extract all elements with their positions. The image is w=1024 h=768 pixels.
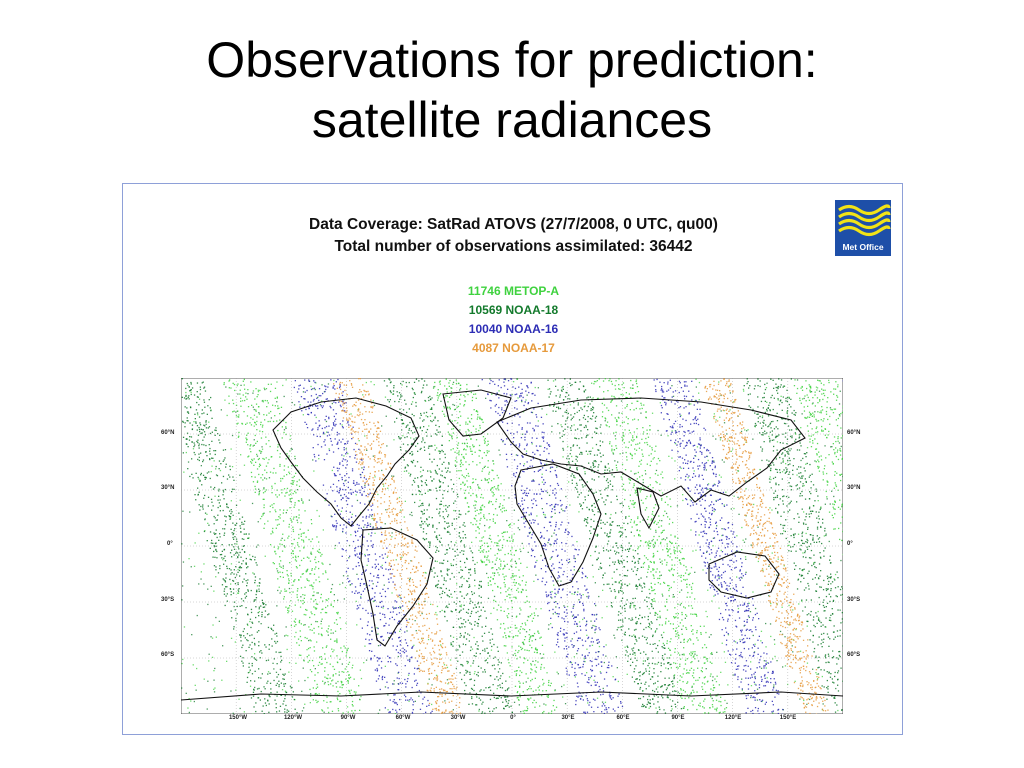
lat-label-left-0: 0° — [167, 541, 173, 547]
legend-metop-a: 11746 METOP-A — [467, 284, 560, 298]
lat-label-left-30n: 30°N — [161, 485, 175, 491]
lat-label-left-60n: 60°N — [161, 430, 175, 436]
met-office-waves-icon — [838, 204, 891, 237]
figure-title: Data Coverage: SatRad ATOVS (27/7/2008, … — [309, 216, 718, 233]
met-office-logo: Met Office — [835, 200, 891, 256]
coastlines — [181, 389, 843, 701]
lat-label-right-30s: 30°S — [847, 597, 861, 603]
lon-label-30e: 30°E — [561, 715, 575, 721]
slide-title-line-2: satellite radiances — [311, 92, 713, 148]
lat-label-right-0: 0° — [847, 541, 853, 547]
lon-label-90e: 90°E — [671, 715, 685, 721]
lat-label-right-60n: 60°N — [847, 430, 861, 436]
slide-title-line-1: Observations for prediction: — [206, 32, 818, 88]
lon-label-120e: 120°E — [724, 715, 742, 721]
lon-label-150e: 150°E — [779, 715, 797, 721]
coverage-map — [181, 378, 843, 714]
slide-title: Observations for prediction: satellite r… — [0, 30, 1024, 150]
figure-subtitle: Total number of observations assimilated… — [334, 238, 693, 255]
legend-noaa-16: 10040 NOAA-16 — [468, 322, 559, 336]
lon-label-60w: 60°W — [395, 715, 411, 721]
lon-label-0: 0° — [510, 715, 516, 721]
lat-label-right-30n: 30°N — [847, 485, 861, 491]
lon-label-30w: 30°W — [450, 715, 466, 721]
data-coverage-figure: Data Coverage: SatRad ATOVS (27/7/2008, … — [122, 183, 903, 735]
met-office-logo-text: Met Office — [842, 242, 884, 252]
legend-noaa-17: 4087 NOAA-17 — [472, 341, 555, 355]
lat-label-left-60s: 60°S — [161, 652, 175, 658]
observation-swaths — [181, 378, 843, 714]
lat-label-right-60s: 60°S — [847, 652, 861, 658]
lon-label-150w: 150°W — [228, 715, 248, 721]
lat-lon-grid — [181, 378, 843, 714]
satellite-legend: 11746 METOP-A 10569 NOAA-18 10040 NOAA-1… — [123, 282, 904, 358]
coverage-map-svg — [181, 378, 843, 714]
lon-label-90w: 90°W — [340, 715, 356, 721]
lon-label-120w: 120°W — [283, 715, 303, 721]
lon-label-60e: 60°E — [616, 715, 630, 721]
legend-noaa-18: 10569 NOAA-18 — [468, 303, 559, 317]
lat-label-left-30s: 30°S — [161, 597, 175, 603]
